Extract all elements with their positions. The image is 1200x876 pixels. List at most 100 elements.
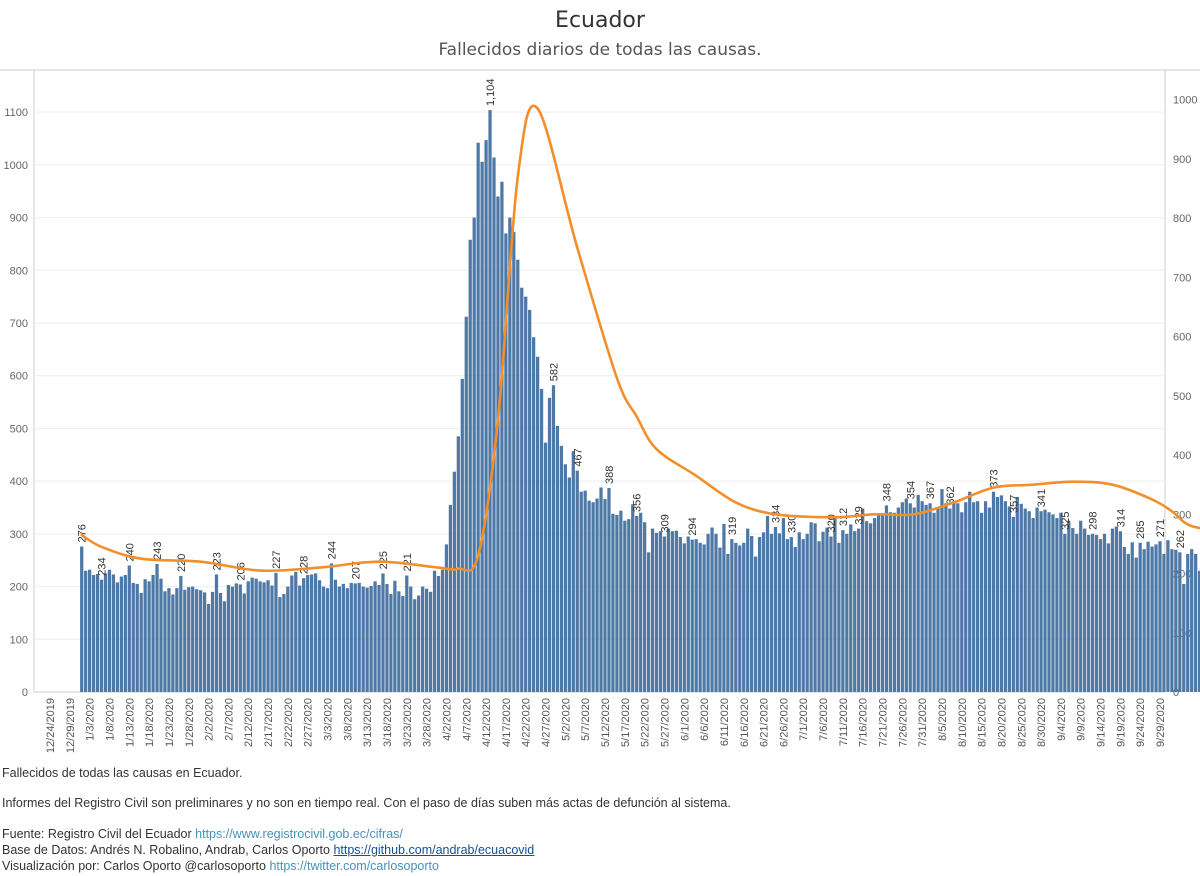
- x-tick-label: 8/25/2020: [1016, 698, 1028, 747]
- bar: [468, 239, 472, 693]
- bar: [373, 581, 377, 692]
- database-link[interactable]: https://github.com/andrab/ecuacovid: [333, 843, 535, 857]
- bar: [884, 505, 889, 692]
- bar-series: [80, 110, 1200, 693]
- x-tick-label: 2/17/2020: [263, 698, 275, 747]
- bar: [646, 552, 651, 692]
- bar: [424, 588, 429, 692]
- source-link[interactable]: https://www.registrocivil.gob.ec/cifras/: [195, 827, 403, 841]
- x-tick-label: 8/30/2020: [1036, 698, 1048, 747]
- bar: [900, 502, 904, 692]
- bar-value-label: 325: [1060, 512, 1072, 530]
- bar: [1075, 533, 1079, 692]
- bar-value-label: 227: [271, 551, 283, 569]
- x-tick-label: 6/21/2020: [759, 698, 771, 747]
- bar: [119, 576, 123, 692]
- x-tick-label: 7/26/2020: [897, 698, 909, 747]
- bar: [1090, 533, 1095, 692]
- bar: [262, 582, 266, 692]
- x-tick-label: 8/5/2020: [937, 698, 949, 741]
- bar: [131, 582, 135, 692]
- bar: [1118, 531, 1122, 692]
- bar: [294, 571, 298, 692]
- bar-value-label: 367: [925, 481, 937, 499]
- bar: [983, 501, 988, 692]
- bar: [718, 547, 722, 692]
- bar: [452, 471, 456, 692]
- footer-database: Base de Datos: Andrés N. Robalino, Andra…: [2, 843, 534, 857]
- bar-value-label: 244: [326, 541, 338, 559]
- bar: [337, 586, 342, 692]
- bar: [599, 487, 603, 692]
- x-tick-label: 4/27/2020: [541, 698, 553, 747]
- bar: [936, 507, 940, 692]
- bar: [658, 531, 663, 692]
- bar: [682, 543, 686, 692]
- bar: [349, 582, 353, 692]
- bar: [583, 490, 587, 692]
- bar: [631, 504, 635, 692]
- bar: [480, 161, 484, 693]
- bar: [892, 512, 897, 692]
- bar: [1102, 533, 1107, 692]
- chart-subtitle: Fallecidos diarios de todas las causas.: [438, 40, 762, 60]
- bar: [1043, 509, 1047, 692]
- bar: [179, 576, 183, 692]
- bar: [1031, 518, 1035, 692]
- x-tick-label: 4/7/2020: [461, 698, 473, 741]
- y-right-tick-label: 500: [1173, 391, 1191, 403]
- bar: [472, 217, 476, 692]
- bar: [234, 583, 238, 692]
- bar: [254, 578, 258, 692]
- bar: [226, 584, 231, 692]
- y-left-tick-label: 600: [10, 371, 28, 383]
- bar: [908, 503, 912, 692]
- bar: [488, 110, 492, 692]
- bar: [868, 523, 873, 692]
- bar-value-label: 223: [212, 552, 224, 570]
- bar: [1182, 583, 1186, 692]
- bar: [559, 445, 564, 692]
- bar: [841, 530, 845, 692]
- bar: [377, 584, 381, 692]
- bar: [381, 573, 385, 692]
- bar: [238, 584, 242, 692]
- bar: [1106, 543, 1111, 692]
- bar: [389, 593, 393, 692]
- x-tick-label: 8/20/2020: [996, 698, 1008, 747]
- bar: [206, 603, 211, 692]
- bar: [520, 287, 524, 692]
- y-left-tick-label: 500: [10, 423, 28, 435]
- bar: [563, 464, 567, 692]
- bar: [163, 591, 167, 692]
- bar: [666, 528, 671, 692]
- bar: [1019, 503, 1023, 692]
- bar: [151, 574, 155, 692]
- x-tick-label: 9/24/2020: [1135, 698, 1147, 747]
- bar: [674, 530, 678, 692]
- x-tick-label: 1/8/2020: [104, 698, 116, 741]
- bar-value-label: 314: [1115, 509, 1127, 527]
- bar: [575, 470, 579, 692]
- bar: [210, 591, 215, 692]
- chart-title: Ecuador: [555, 8, 645, 33]
- bar: [999, 495, 1004, 692]
- bar: [202, 592, 207, 692]
- x-tick-label: 4/22/2020: [521, 698, 533, 747]
- bar: [345, 588, 349, 692]
- bar: [496, 196, 500, 692]
- visualization-link[interactable]: https://twitter.com/carlosoporto: [269, 859, 439, 873]
- y-left-tick-label: 1000: [4, 160, 28, 172]
- bar: [1023, 508, 1027, 692]
- bar-value-label: 228: [299, 556, 311, 574]
- bar: [191, 586, 195, 692]
- bar: [1071, 528, 1075, 692]
- x-tick-label: 5/17/2020: [620, 698, 632, 747]
- x-tick-label: 2/2/2020: [204, 698, 216, 741]
- bar: [417, 595, 421, 692]
- bar-value-label: 467: [572, 448, 584, 466]
- bar: [476, 142, 480, 693]
- bar: [464, 316, 468, 692]
- bar: [321, 586, 326, 692]
- bar: [615, 514, 619, 692]
